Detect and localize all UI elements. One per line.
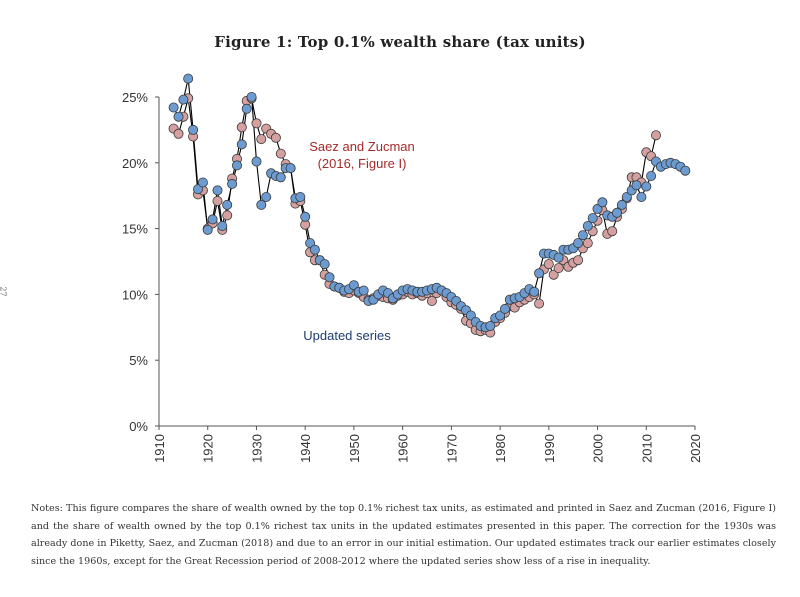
x-tick-label: 1950: [347, 434, 362, 463]
x-tick-label: 2000: [591, 434, 606, 463]
updated-series-point: [178, 94, 189, 105]
y-tick-label: 5%: [129, 353, 148, 368]
updated-series-point: [227, 178, 238, 189]
updated-series-point: [295, 191, 306, 202]
saez-zucman-point: [251, 118, 262, 129]
x-tick-label: 2020: [688, 434, 703, 463]
saez-zucman-point: [236, 122, 247, 133]
saez-zucman-point: [173, 128, 184, 139]
y-tick-label: 0%: [129, 419, 148, 434]
saez-zucman-label-line1: Saez and Zucman: [309, 139, 415, 154]
updated-series-point: [621, 191, 632, 202]
updated-series-point: [319, 259, 330, 270]
updated-series-point: [587, 213, 598, 224]
x-tick-label: 2010: [639, 434, 654, 463]
updated-series-point: [641, 181, 652, 192]
updated-series-point: [358, 285, 369, 296]
updated-series-point: [495, 310, 506, 321]
saez-zucman-point: [534, 298, 545, 309]
updated-series-point: [241, 103, 252, 114]
updated-series-point: [534, 268, 545, 279]
updated-series-point: [197, 177, 208, 188]
chart: 0% 5% 10% 15% 20% 25% 1910 1920 1930 1940 1950 1960…: [122, 73, 703, 463]
updated-series-point: [188, 124, 199, 135]
figure-title: Figure 1: Top 0.1% wealth share (tax uni…: [214, 33, 586, 51]
updated-series-point: [285, 163, 296, 174]
saez-zucman-point: [543, 259, 554, 270]
y-tick-label: 10%: [122, 287, 148, 302]
updated-series-point: [236, 139, 247, 150]
saez-zucman-point: [548, 269, 559, 280]
updated-series-point: [573, 238, 584, 249]
updated-series-point: [582, 220, 593, 231]
updated-series-point: [553, 252, 564, 263]
updated-series-point: [183, 73, 194, 84]
chart-ticks: 0% 5% 10% 15% 20% 25% 1910 1920 1930 1940 1950 1960…: [122, 90, 703, 463]
x-tick-label: 1930: [249, 434, 264, 463]
updated-series-point: [222, 199, 233, 210]
chart-axes: [158, 97, 695, 427]
updated-series-point: [348, 280, 359, 291]
x-tick-label: 1960: [396, 434, 411, 463]
updated-series-point: [300, 211, 311, 222]
updated-series-point: [251, 156, 262, 167]
saez-zucman-point: [553, 263, 564, 274]
saez-zucman-point: [582, 238, 593, 249]
saez-zucman-point: [270, 132, 281, 143]
updated-series-point: [231, 160, 242, 171]
updated-series-label: Updated series: [303, 328, 391, 343]
saez-zucman-point: [651, 130, 662, 141]
updated-series-point: [168, 102, 179, 113]
updated-series-point: [212, 185, 223, 196]
saez-zucman-point: [256, 134, 267, 145]
y-tick-label: 25%: [122, 90, 148, 105]
updated-series-point: [202, 224, 213, 235]
y-tick-label: 15%: [122, 222, 148, 237]
x-tick-label: 1990: [542, 434, 557, 463]
updated-series-point: [529, 286, 540, 297]
saez-zucman-label-line2: (2016, Figure I): [318, 156, 407, 171]
updated-series-point: [631, 180, 642, 191]
updated-series-point: [499, 303, 510, 314]
saez-zucman-point: [573, 255, 584, 266]
updated-series-point: [192, 184, 203, 195]
updated-series-point: [597, 197, 608, 208]
updated-series-point: [256, 199, 267, 210]
x-tick-label: 1910: [152, 434, 167, 463]
updated-series-point: [275, 172, 286, 183]
saez-zucman-point: [607, 226, 618, 237]
updated-series-point: [485, 320, 496, 331]
saez-zucman-point: [275, 148, 286, 159]
updated-series-point: [246, 92, 257, 103]
figure-notes: Notes: This figure compares the share of…: [31, 503, 776, 567]
x-tick-label: 1970: [444, 434, 459, 463]
chart-annotations: Saez and Zucman (2016, Figure I) Updated s…: [303, 139, 414, 343]
updated-series-point: [577, 230, 588, 241]
saez-zucman-point: [222, 210, 233, 221]
updated-series-point: [217, 220, 228, 231]
x-tick-label: 1940: [298, 434, 313, 463]
saez-zucman-point: [426, 295, 437, 306]
updated-series-point: [324, 272, 335, 283]
updated-series-point: [612, 207, 623, 218]
updated-series-point: [680, 165, 691, 176]
updated-series-point: [261, 191, 272, 202]
x-tick-label: 1980: [493, 434, 508, 463]
updated-series-point: [207, 214, 218, 225]
updated-series-point: [173, 111, 184, 122]
updated-series-point: [592, 203, 603, 214]
updated-series-point: [616, 199, 627, 210]
updated-series-point: [309, 244, 320, 255]
updated-series-point: [646, 170, 657, 181]
y-tick-label: 20%: [122, 156, 148, 171]
chart-markers: [168, 73, 691, 338]
updated-series-point: [636, 191, 647, 202]
x-tick-label: 1920: [201, 434, 216, 463]
saez-zucman-point: [212, 195, 223, 206]
